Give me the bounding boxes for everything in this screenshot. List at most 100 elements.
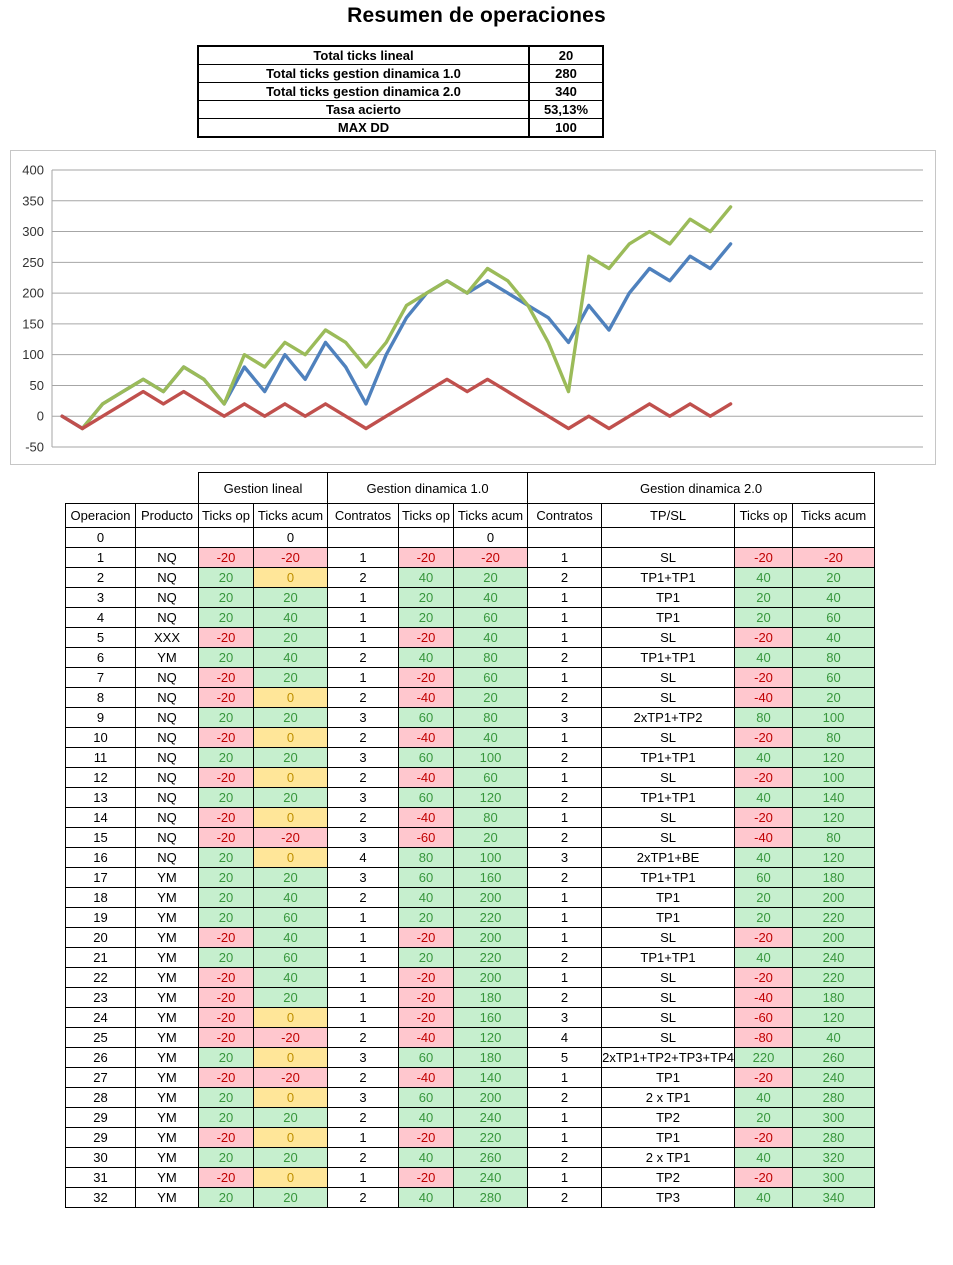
cell-ticks-op-lineal[interactable]: -20 [198, 827, 254, 848]
cell-ticks-op-lineal[interactable]: -20 [198, 1027, 254, 1048]
cell-ticks-acum-lineal[interactable]: 0 [253, 807, 328, 828]
cell-ticks-acum-d1[interactable]: 40 [452, 587, 529, 608]
cell-ticks-acum-d1[interactable]: 220 [452, 947, 529, 968]
cell-ticks-op-d1[interactable] [398, 527, 454, 548]
cell-contratos-d1[interactable]: 1 [327, 967, 399, 988]
cell-ticks-acum-d1[interactable]: 200 [452, 1087, 529, 1108]
cell-ticks-acum-d1[interactable]: 100 [452, 847, 529, 868]
cell-ticks-op-d1[interactable]: -20 [398, 1007, 454, 1028]
cell-ticks-acum-d2[interactable]: 80 [792, 727, 876, 748]
cell-contratos-d1[interactable]: 3 [327, 747, 399, 768]
cell-contratos-d2[interactable]: 1 [527, 1127, 603, 1148]
cell-ticks-op-lineal[interactable]: -20 [198, 547, 254, 568]
cell-operacion[interactable]: 6 [65, 647, 136, 668]
cell-tp-sl[interactable]: TP1+TP1 [601, 947, 736, 968]
cell-ticks-op-d2[interactable]: -20 [734, 967, 794, 988]
cell-contratos-d2[interactable]: 1 [527, 547, 603, 568]
cell-ticks-op-d1[interactable]: 20 [398, 907, 454, 928]
cell-producto[interactable]: YM [135, 1147, 199, 1168]
cell-tp-sl[interactable]: TP1 [601, 887, 736, 908]
cell-tp-sl[interactable]: SL [601, 1027, 736, 1048]
cell-ticks-op-d1[interactable]: 60 [398, 1087, 454, 1108]
cell-ticks-op-d1[interactable]: -60 [398, 827, 454, 848]
cell-ticks-op-lineal[interactable]: 20 [198, 787, 254, 808]
cell-operacion[interactable]: 1 [65, 547, 136, 568]
cell-ticks-op-d2[interactable]: -20 [734, 727, 794, 748]
cell-ticks-acum-d2[interactable]: 80 [792, 827, 876, 848]
cell-ticks-acum-d1[interactable]: 240 [452, 1167, 529, 1188]
cell-tp-sl[interactable]: SL [601, 1007, 736, 1028]
cell-ticks-acum-d1[interactable]: 200 [452, 927, 529, 948]
cell-producto[interactable]: YM [135, 887, 199, 908]
line-chart[interactable]: 400 350 300 250 200 150 100 50 0 -50 [10, 150, 936, 465]
cell-tp-sl[interactable]: TP1+TP1 [601, 867, 736, 888]
cell-ticks-op-d2[interactable] [734, 527, 794, 548]
cell-ticks-acum-d2[interactable]: 240 [792, 1067, 876, 1088]
cell-tp-sl[interactable]: TP1+TP1 [601, 647, 736, 668]
cell-ticks-acum-d1[interactable]: 200 [452, 887, 529, 908]
cell-tp-sl[interactable]: TP2 [601, 1167, 736, 1188]
cell-ticks-acum-d2[interactable]: 200 [792, 927, 876, 948]
cell-ticks-op-lineal[interactable]: -20 [198, 807, 254, 828]
cell-contratos-d1[interactable]: 2 [327, 1187, 399, 1208]
cell-contratos-d1[interactable]: 3 [327, 707, 399, 728]
cell-contratos-d2[interactable]: 1 [527, 927, 603, 948]
cell-ticks-op-lineal[interactable]: 20 [198, 1047, 254, 1068]
cell-ticks-acum-d2[interactable]: 280 [792, 1087, 876, 1108]
cell-contratos-d2[interactable]: 2 [527, 1087, 603, 1108]
cell-producto[interactable]: YM [135, 987, 199, 1008]
cell-contratos-d1[interactable]: 1 [327, 1007, 399, 1028]
cell-ticks-op-d1[interactable]: -20 [398, 667, 454, 688]
cell-ticks-op-d2[interactable]: 40 [734, 787, 794, 808]
cell-producto[interactable]: NQ [135, 747, 199, 768]
cell-ticks-acum-d1[interactable]: 20 [452, 827, 529, 848]
cell-producto[interactable] [135, 527, 199, 548]
cell-tp-sl[interactable]: 2 x TP1 [601, 1147, 736, 1168]
cell-contratos-d2[interactable]: 1 [527, 887, 603, 908]
cell-contratos-d2[interactable]: 1 [527, 627, 603, 648]
cell-producto[interactable]: YM [135, 907, 199, 928]
cell-ticks-acum-d1[interactable]: 120 [452, 1027, 529, 1048]
cell-ticks-acum-d2[interactable]: 140 [792, 787, 876, 808]
cell-ticks-acum-d2[interactable]: 340 [792, 1187, 876, 1208]
cell-ticks-op-d1[interactable]: 60 [398, 1047, 454, 1068]
cell-contratos-d1[interactable]: 2 [327, 767, 399, 788]
cell-operacion[interactable]: 21 [65, 947, 136, 968]
cell-ticks-acum-d2[interactable]: 220 [792, 967, 876, 988]
cell-ticks-acum-d2[interactable]: 120 [792, 1007, 876, 1028]
cell-ticks-op-d1[interactable]: -40 [398, 807, 454, 828]
cell-operacion[interactable]: 19 [65, 907, 136, 928]
cell-producto[interactable]: NQ [135, 727, 199, 748]
cell-ticks-acum-d2[interactable]: 20 [792, 567, 876, 588]
cell-operacion[interactable]: 4 [65, 607, 136, 628]
cell-contratos-d2[interactable]: 1 [527, 1107, 603, 1128]
cell-ticks-op-lineal[interactable]: 20 [198, 647, 254, 668]
cell-tp-sl[interactable]: SL [601, 727, 736, 748]
cell-ticks-op-d2[interactable]: 40 [734, 747, 794, 768]
cell-producto[interactable]: NQ [135, 807, 199, 828]
cell-ticks-op-lineal[interactable]: 20 [198, 1187, 254, 1208]
cell-ticks-acum-lineal[interactable]: 20 [253, 787, 328, 808]
cell-tp-sl[interactable]: TP1+TP1 [601, 747, 736, 768]
cell-ticks-op-lineal[interactable] [198, 527, 254, 548]
cell-producto[interactable]: YM [135, 947, 199, 968]
cell-operacion[interactable]: 26 [65, 1047, 136, 1068]
cell-producto[interactable]: YM [135, 1107, 199, 1128]
summary-value[interactable]: 100 [528, 118, 604, 138]
cell-ticks-acum-d1[interactable]: 180 [452, 1047, 529, 1068]
cell-ticks-acum-lineal[interactable]: 40 [253, 607, 328, 628]
cell-ticks-op-d1[interactable]: 40 [398, 647, 454, 668]
cell-producto[interactable]: YM [135, 1007, 199, 1028]
cell-ticks-acum-d1[interactable]: 160 [452, 867, 529, 888]
cell-ticks-op-lineal[interactable]: -20 [198, 927, 254, 948]
cell-tp-sl[interactable]: TP1+TP1 [601, 567, 736, 588]
cell-ticks-op-d2[interactable]: -20 [734, 927, 794, 948]
cell-ticks-acum-d1[interactable]: 100 [452, 747, 529, 768]
cell-ticks-op-lineal[interactable]: 20 [198, 707, 254, 728]
cell-ticks-acum-d2[interactable]: 40 [792, 627, 876, 648]
cell-operacion[interactable]: 16 [65, 847, 136, 868]
cell-ticks-op-lineal[interactable]: -20 [198, 727, 254, 748]
cell-ticks-acum-d1[interactable]: 260 [452, 1147, 529, 1168]
cell-ticks-op-d1[interactable]: 20 [398, 607, 454, 628]
cell-operacion[interactable]: 5 [65, 627, 136, 648]
